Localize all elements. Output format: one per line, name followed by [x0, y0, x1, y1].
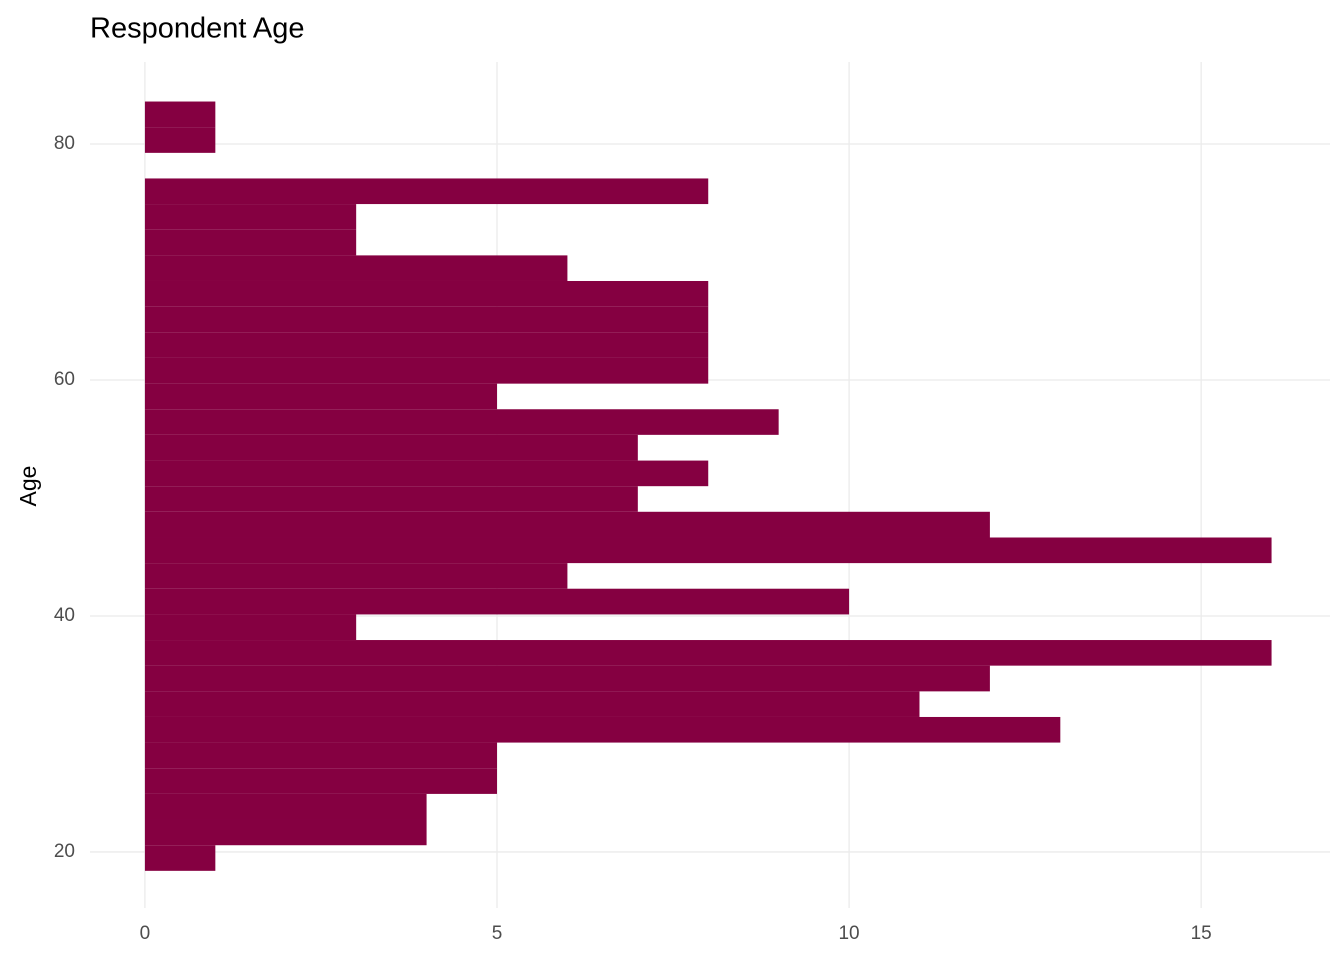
x-tick-label: 5	[492, 923, 503, 944]
bar	[144, 127, 216, 153]
x-tick-label: 15	[1191, 923, 1212, 944]
bar	[144, 280, 709, 307]
bar	[144, 640, 1272, 666]
bar	[144, 614, 357, 641]
bar	[144, 306, 709, 333]
bar	[144, 691, 920, 717]
bar	[144, 716, 1061, 743]
bar	[144, 383, 497, 410]
y-axis-title: Age	[15, 466, 41, 507]
bar	[144, 537, 1272, 564]
bar	[144, 768, 497, 794]
bar	[144, 101, 216, 128]
bar	[144, 460, 709, 487]
bar	[144, 563, 568, 589]
bar	[144, 742, 497, 769]
bar	[144, 409, 779, 435]
bar	[144, 845, 216, 871]
bar	[144, 255, 568, 281]
bar	[144, 819, 427, 846]
bar	[144, 665, 990, 692]
chart-title: Respondent Age	[90, 13, 304, 45]
x-tick-label: 10	[838, 923, 859, 944]
y-tick-label: 80	[54, 133, 75, 154]
y-tick-label: 60	[54, 369, 75, 390]
bar	[144, 229, 357, 256]
x-tick-label: 0	[140, 923, 151, 944]
y-tick-label: 40	[54, 605, 75, 626]
bar	[144, 204, 357, 230]
bar	[144, 332, 709, 358]
bar	[144, 486, 638, 512]
bar	[144, 588, 850, 615]
bar	[144, 357, 709, 384]
y-tick-label: 20	[54, 841, 75, 862]
bar	[144, 178, 709, 205]
bar	[144, 434, 638, 461]
bar	[144, 793, 427, 820]
bar	[144, 511, 990, 538]
